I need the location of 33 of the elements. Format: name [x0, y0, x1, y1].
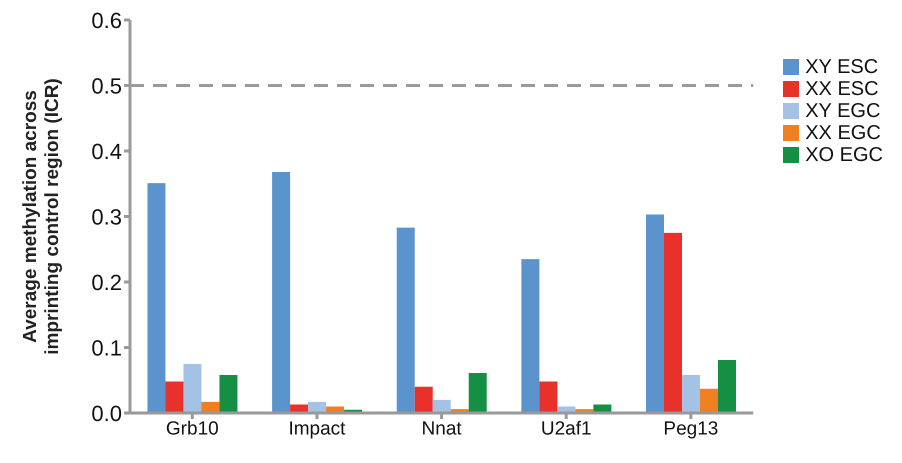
y-tick-label: 0.0 [91, 400, 122, 426]
y-tick-label: 0.3 [91, 204, 122, 230]
bar [147, 183, 166, 413]
y-tick-label: 0.2 [91, 270, 122, 295]
y-tick-label: 0.1 [91, 335, 122, 360]
legend-label: XY EGC [805, 100, 880, 122]
x-tick-label: Nnat [422, 418, 462, 440]
bar [521, 259, 540, 413]
bar [700, 388, 718, 413]
bar [183, 364, 202, 413]
x-tick-label: U2af1 [540, 418, 592, 440]
legend-label: XX ESC [805, 78, 879, 100]
x-tick-label: Grb10 [166, 418, 219, 440]
y-tick-label: 0.6 [91, 8, 122, 33]
bar [646, 214, 664, 413]
y-tick-label: 0.5 [91, 73, 122, 98]
bar [468, 373, 487, 413]
x-tick-label: Peg13 [663, 418, 718, 440]
bar [414, 386, 433, 413]
bar [165, 382, 184, 413]
legend-label: XX EGC [805, 122, 881, 144]
bar [396, 228, 415, 413]
x-tick-label: Impact [288, 418, 346, 440]
bar [539, 382, 558, 413]
bar [664, 232, 682, 413]
legend-label: XO EGC [805, 144, 883, 166]
bar [219, 375, 238, 413]
bar [682, 375, 700, 413]
bar [718, 360, 736, 413]
legend-label: XY ESC [805, 56, 878, 78]
y-tick-label: 0.4 [91, 138, 122, 164]
bar [272, 172, 290, 413]
y-axis-title: Average methylation across imprinting control region (ICR) [20, 78, 63, 355]
